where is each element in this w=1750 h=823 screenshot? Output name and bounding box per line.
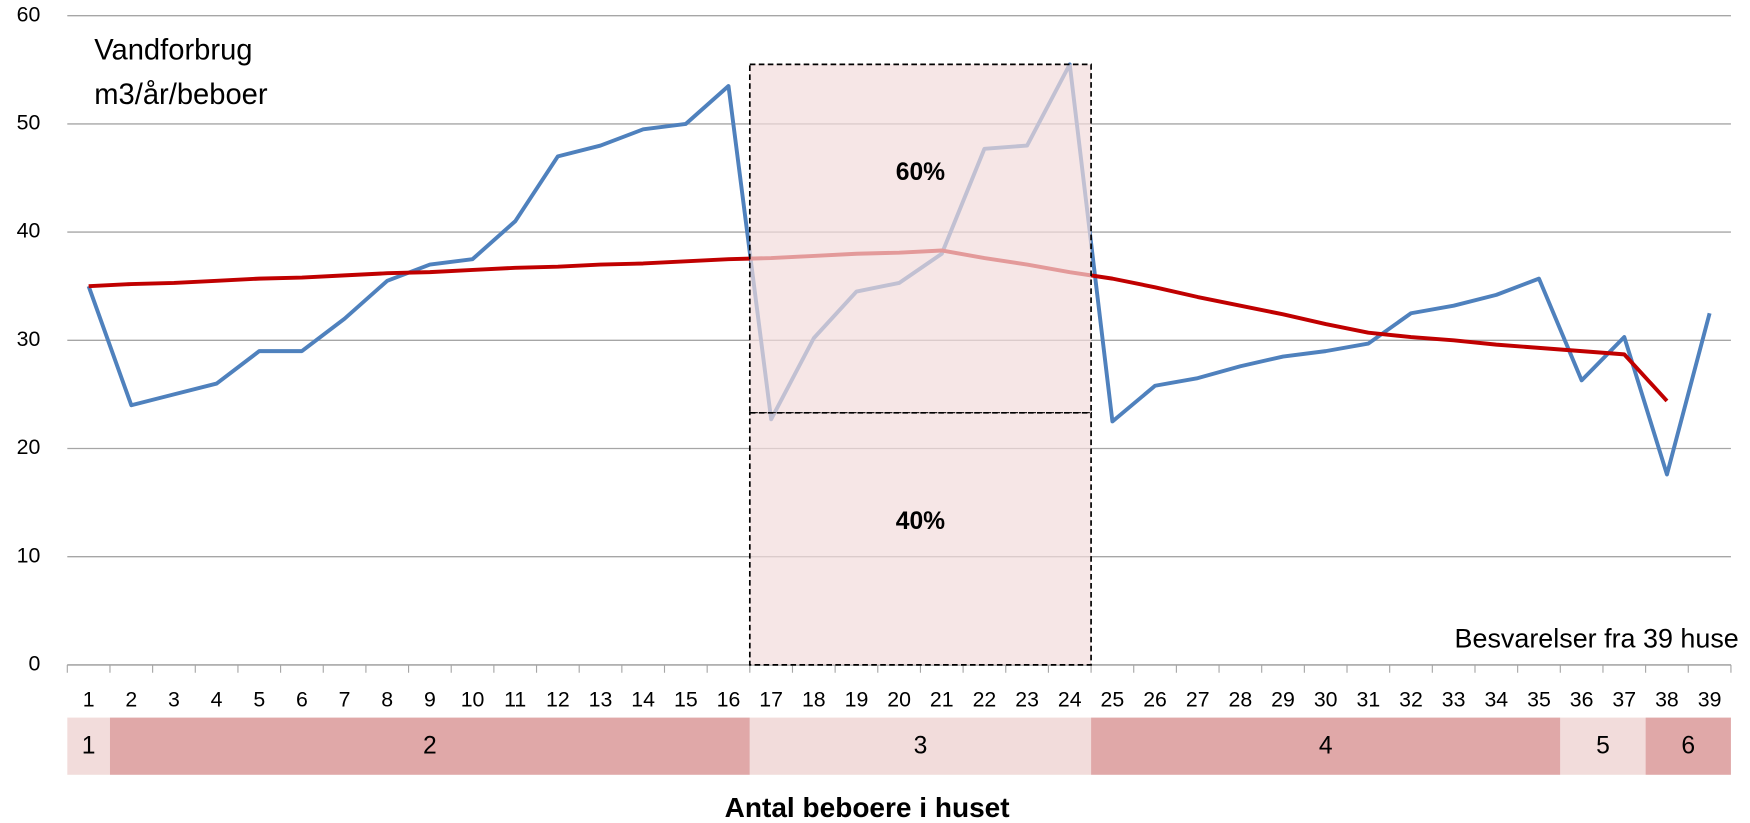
x-tick-label: 20 (887, 687, 911, 711)
group-label: 1 (82, 732, 96, 759)
x-tick-label: 11 (504, 687, 526, 711)
x-tick-label: 14 (631, 687, 655, 711)
x-tick-label: 24 (1058, 687, 1082, 711)
y-axis-label: Vandforbrug (94, 34, 252, 66)
x-tick-label: 18 (802, 687, 826, 711)
group-segment (67, 717, 110, 775)
x-tick-label: 29 (1271, 687, 1295, 711)
y-tick-label: 40 (17, 219, 41, 243)
group-label: 5 (1596, 732, 1610, 759)
x-tick-label: 28 (1229, 687, 1253, 711)
y-tick-label: 0 (29, 652, 41, 676)
highlight-label: 60% (896, 159, 945, 186)
x-tick-label: 3 (168, 687, 180, 711)
x-tick-label: 16 (717, 687, 741, 711)
x-tick-label: 7 (339, 687, 351, 711)
highlight-lower (748, 411, 1092, 666)
highlight-label: 40% (896, 508, 945, 535)
x-tick-label: 19 (845, 687, 869, 711)
group-segment (1091, 717, 1561, 775)
group-segment (1645, 717, 1731, 775)
x-tick-label: 2 (125, 687, 137, 711)
x-tick-label: 38 (1655, 687, 1679, 711)
x-tick-label: 27 (1186, 687, 1210, 711)
x-tick-label: 5 (253, 687, 265, 711)
group-label: 2 (423, 732, 437, 759)
x-tick-label: 1 (83, 687, 95, 711)
x-tick-label: 15 (674, 687, 698, 711)
x-tick-label: 26 (1143, 687, 1167, 711)
group-segment (109, 717, 750, 775)
x-tick-label: 13 (589, 687, 613, 711)
group-label: 3 (914, 732, 928, 759)
y-axis-label: m3/år/beboer (94, 79, 268, 111)
x-tick-label: 9 (424, 687, 436, 711)
x-tick-label: 23 (1015, 687, 1039, 711)
note: Besvarelser fra 39 huse (1455, 623, 1739, 653)
x-tick-label: 35 (1527, 687, 1551, 711)
x-tick-label: 25 (1101, 687, 1125, 711)
y-tick-label: 30 (17, 327, 41, 351)
x-axis-title: Antal beboere i huset (725, 792, 1010, 823)
x-tick-label: 17 (759, 687, 783, 711)
x-tick-label: 37 (1612, 687, 1636, 711)
group-label: 6 (1681, 732, 1695, 759)
x-tick-label: 10 (461, 687, 485, 711)
y-tick-label: 60 (17, 2, 41, 26)
y-tick-label: 50 (17, 111, 41, 135)
group-segment (749, 717, 1092, 775)
x-tick-label: 8 (381, 687, 393, 711)
x-tick-label: 30 (1314, 687, 1338, 711)
x-tick-label: 33 (1442, 687, 1466, 711)
x-tick-label: 34 (1484, 687, 1508, 711)
x-tick-label: 12 (546, 687, 570, 711)
y-tick-label: 20 (17, 435, 41, 459)
x-tick-label: 36 (1570, 687, 1594, 711)
x-tick-label: 21 (930, 687, 954, 711)
x-tick-label: 6 (296, 687, 308, 711)
x-tick-label: 39 (1698, 687, 1722, 711)
x-tick-label: 32 (1399, 687, 1423, 711)
x-tick-label: 22 (973, 687, 997, 711)
highlight-upper (748, 63, 1092, 414)
group-segment (1560, 717, 1646, 775)
y-tick-label: 10 (17, 543, 41, 567)
group-label: 4 (1319, 732, 1333, 759)
x-tick-label: 4 (211, 687, 223, 711)
x-tick-label: 31 (1356, 687, 1380, 711)
